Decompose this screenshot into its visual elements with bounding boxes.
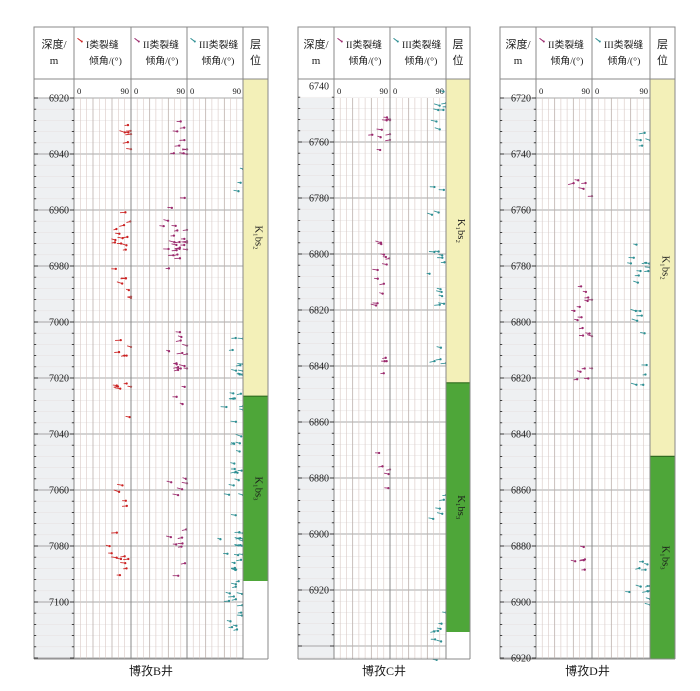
svg-text:90: 90: [380, 86, 389, 96]
svg-text:K₁bs₃: K₁bs₃: [660, 546, 671, 571]
svg-text:III类裂缝: III类裂缝: [199, 38, 238, 51]
svg-text:层: 层: [453, 38, 464, 51]
svg-text:6760: 6760: [511, 206, 531, 217]
svg-text:倾角/(°): 倾角/(°): [202, 54, 235, 67]
svg-text:深度/: 深度/: [303, 37, 329, 51]
svg-text:倾角/(°): 倾角/(°): [89, 54, 122, 67]
svg-text:博孜D井: 博孜D井: [565, 663, 610, 678]
svg-text:0: 0: [77, 86, 81, 96]
svg-text:90: 90: [640, 86, 649, 96]
svg-text:II类裂缝: II类裂缝: [548, 38, 584, 51]
svg-text:6920: 6920: [49, 94, 69, 105]
svg-text:90: 90: [233, 86, 242, 96]
svg-text:层: 层: [657, 38, 668, 51]
svg-text:6880: 6880: [511, 542, 531, 553]
svg-text:7040: 7040: [49, 430, 69, 441]
svg-text:II类裂缝: II类裂缝: [143, 38, 179, 51]
svg-text:倾角/(°): 倾角/(°): [146, 54, 179, 67]
svg-text:6920: 6920: [511, 654, 531, 665]
svg-text:6980: 6980: [49, 262, 69, 273]
svg-text:m: m: [312, 55, 321, 67]
svg-text:90: 90: [121, 86, 130, 96]
svg-text:III类裂缝: III类裂缝: [402, 38, 441, 51]
svg-text:7000: 7000: [49, 318, 69, 329]
svg-text:6860: 6860: [309, 418, 329, 429]
svg-text:6840: 6840: [511, 430, 531, 441]
svg-text:倾角/(°): 倾角/(°): [349, 54, 382, 67]
svg-text:倾角/(°): 倾角/(°): [551, 54, 584, 67]
svg-text:m: m: [50, 55, 59, 67]
svg-text:K₁bs₃: K₁bs₃: [253, 476, 264, 501]
svg-text:深度/: 深度/: [505, 37, 531, 51]
svg-text:6820: 6820: [309, 306, 329, 317]
svg-text:K₁bs₂: K₁bs₂: [455, 219, 466, 244]
svg-text:0: 0: [134, 86, 138, 96]
svg-text:6900: 6900: [309, 530, 329, 541]
svg-text:7080: 7080: [49, 542, 69, 553]
svg-text:6740: 6740: [309, 82, 329, 93]
svg-text:6800: 6800: [309, 250, 329, 261]
svg-text:6720: 6720: [511, 94, 531, 105]
svg-text:位: 位: [657, 53, 668, 67]
svg-text:6960: 6960: [49, 206, 69, 217]
svg-text:K₁bs₂: K₁bs₂: [660, 256, 671, 281]
svg-text:6760: 6760: [309, 138, 329, 149]
svg-text:6840: 6840: [309, 362, 329, 373]
svg-text:0: 0: [595, 86, 599, 96]
svg-text:6880: 6880: [309, 474, 329, 485]
svg-text:6740: 6740: [511, 150, 531, 161]
svg-text:6900: 6900: [511, 598, 531, 609]
svg-text:K₁bs₃: K₁bs₃: [455, 495, 466, 520]
svg-text:m: m: [514, 55, 523, 67]
svg-text:6920: 6920: [309, 586, 329, 597]
svg-text:6860: 6860: [511, 486, 531, 497]
svg-text:深度/: 深度/: [41, 37, 67, 51]
svg-text:0: 0: [337, 86, 341, 96]
svg-text:6800: 6800: [511, 318, 531, 329]
svg-text:倾角/(°): 倾角/(°): [405, 54, 438, 67]
svg-text:6780: 6780: [309, 194, 329, 205]
svg-text:III类裂缝: III类裂缝: [604, 38, 643, 51]
svg-text:6940: 6940: [49, 150, 69, 161]
svg-text:6820: 6820: [511, 374, 531, 385]
svg-text:位: 位: [250, 53, 261, 67]
svg-text:位: 位: [453, 53, 464, 67]
svg-text:7020: 7020: [49, 374, 69, 385]
svg-text:博孜C井: 博孜C井: [362, 663, 406, 678]
svg-text:博孜B井: 博孜B井: [129, 663, 173, 678]
svg-text:0: 0: [190, 86, 194, 96]
svg-text:7100: 7100: [49, 598, 69, 609]
svg-text:II类裂缝: II类裂缝: [346, 38, 382, 51]
svg-text:层: 层: [250, 38, 261, 51]
svg-text:K₁bs₂: K₁bs₂: [253, 225, 264, 250]
svg-text:0: 0: [539, 86, 543, 96]
svg-text:倾角/(°): 倾角/(°): [608, 54, 641, 67]
svg-text:6780: 6780: [511, 262, 531, 273]
svg-text:I类裂缝: I类裂缝: [86, 38, 119, 51]
svg-text:90: 90: [582, 86, 591, 96]
svg-text:7060: 7060: [49, 486, 69, 497]
svg-text:90: 90: [177, 86, 186, 96]
svg-text:0: 0: [393, 86, 397, 96]
